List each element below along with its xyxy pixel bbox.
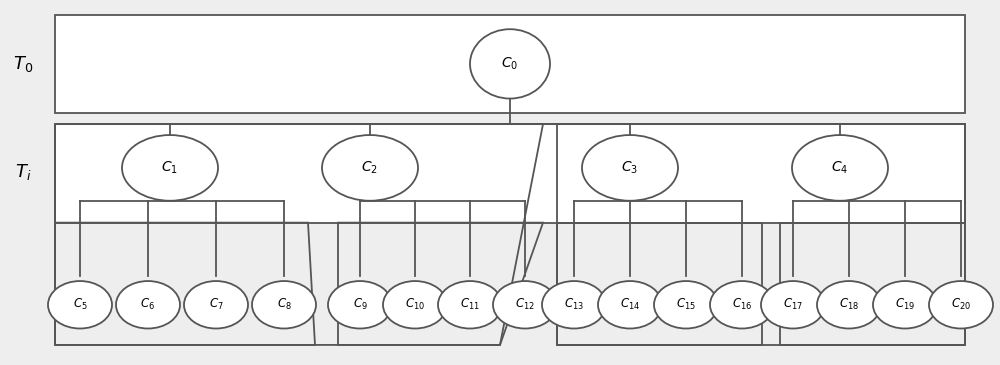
Text: C$_{12}$: C$_{12}$ — [515, 297, 535, 312]
Text: C$_{11}$: C$_{11}$ — [460, 297, 480, 312]
Text: C$_{14}$: C$_{14}$ — [620, 297, 640, 312]
Ellipse shape — [122, 135, 218, 201]
Text: C$_2$: C$_2$ — [361, 160, 379, 176]
Text: C$_3$: C$_3$ — [621, 160, 639, 176]
Ellipse shape — [438, 281, 502, 328]
Text: C$_{15}$: C$_{15}$ — [676, 297, 696, 312]
Polygon shape — [55, 15, 965, 113]
Ellipse shape — [582, 135, 678, 201]
Ellipse shape — [48, 281, 112, 328]
Text: C$_{20}$: C$_{20}$ — [951, 297, 971, 312]
Text: C$_{19}$: C$_{19}$ — [895, 297, 915, 312]
Text: C$_{13}$: C$_{13}$ — [564, 297, 584, 312]
Text: C$_4$: C$_4$ — [831, 160, 849, 176]
Text: C$_8$: C$_8$ — [277, 297, 291, 312]
Ellipse shape — [322, 135, 418, 201]
Ellipse shape — [598, 281, 662, 328]
Ellipse shape — [761, 281, 825, 328]
Text: C$_{10}$: C$_{10}$ — [405, 297, 425, 312]
Polygon shape — [55, 124, 965, 223]
Ellipse shape — [383, 281, 447, 328]
Ellipse shape — [116, 281, 180, 328]
Text: C$_1$: C$_1$ — [161, 160, 179, 176]
Ellipse shape — [328, 281, 392, 328]
Text: C$_{17}$: C$_{17}$ — [783, 297, 803, 312]
Ellipse shape — [184, 281, 248, 328]
Text: T$_0$: T$_0$ — [13, 54, 33, 74]
Ellipse shape — [252, 281, 316, 328]
Text: T$_i$: T$_i$ — [15, 162, 31, 181]
Text: C$_5$: C$_5$ — [73, 297, 87, 312]
Text: C$_6$: C$_6$ — [140, 297, 156, 312]
Ellipse shape — [493, 281, 557, 328]
Text: C$_9$: C$_9$ — [353, 297, 367, 312]
Text: C$_7$: C$_7$ — [209, 297, 223, 312]
Ellipse shape — [929, 281, 993, 328]
Text: C$_0$: C$_0$ — [501, 56, 519, 72]
Ellipse shape — [470, 29, 550, 99]
Ellipse shape — [817, 281, 881, 328]
Text: C$_{16}$: C$_{16}$ — [732, 297, 752, 312]
Ellipse shape — [792, 135, 888, 201]
Text: C$_{18}$: C$_{18}$ — [839, 297, 859, 312]
Ellipse shape — [654, 281, 718, 328]
Ellipse shape — [710, 281, 774, 328]
Ellipse shape — [542, 281, 606, 328]
Ellipse shape — [873, 281, 937, 328]
